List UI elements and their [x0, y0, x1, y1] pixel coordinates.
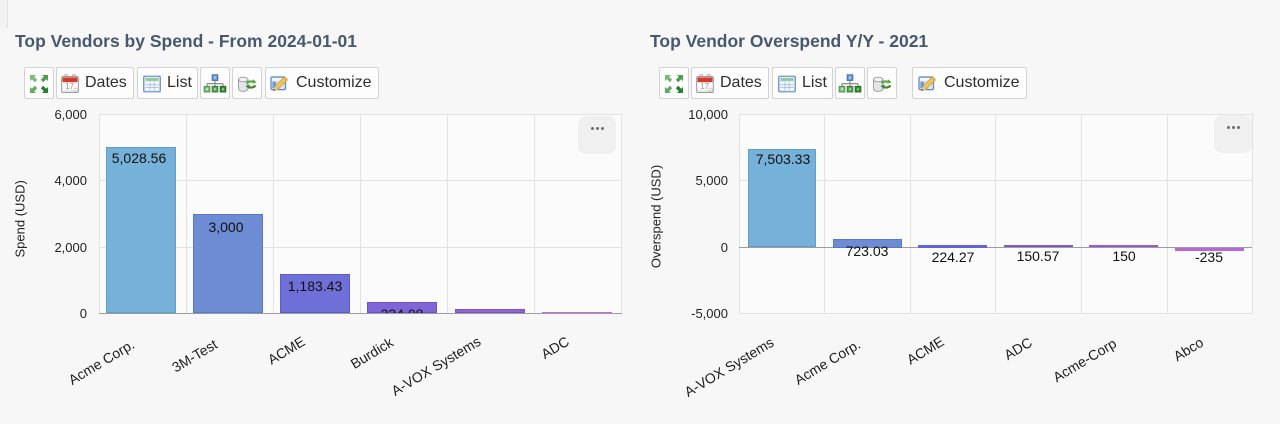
svg-text:17: 17: [65, 82, 74, 91]
svg-text:17: 17: [700, 82, 709, 91]
